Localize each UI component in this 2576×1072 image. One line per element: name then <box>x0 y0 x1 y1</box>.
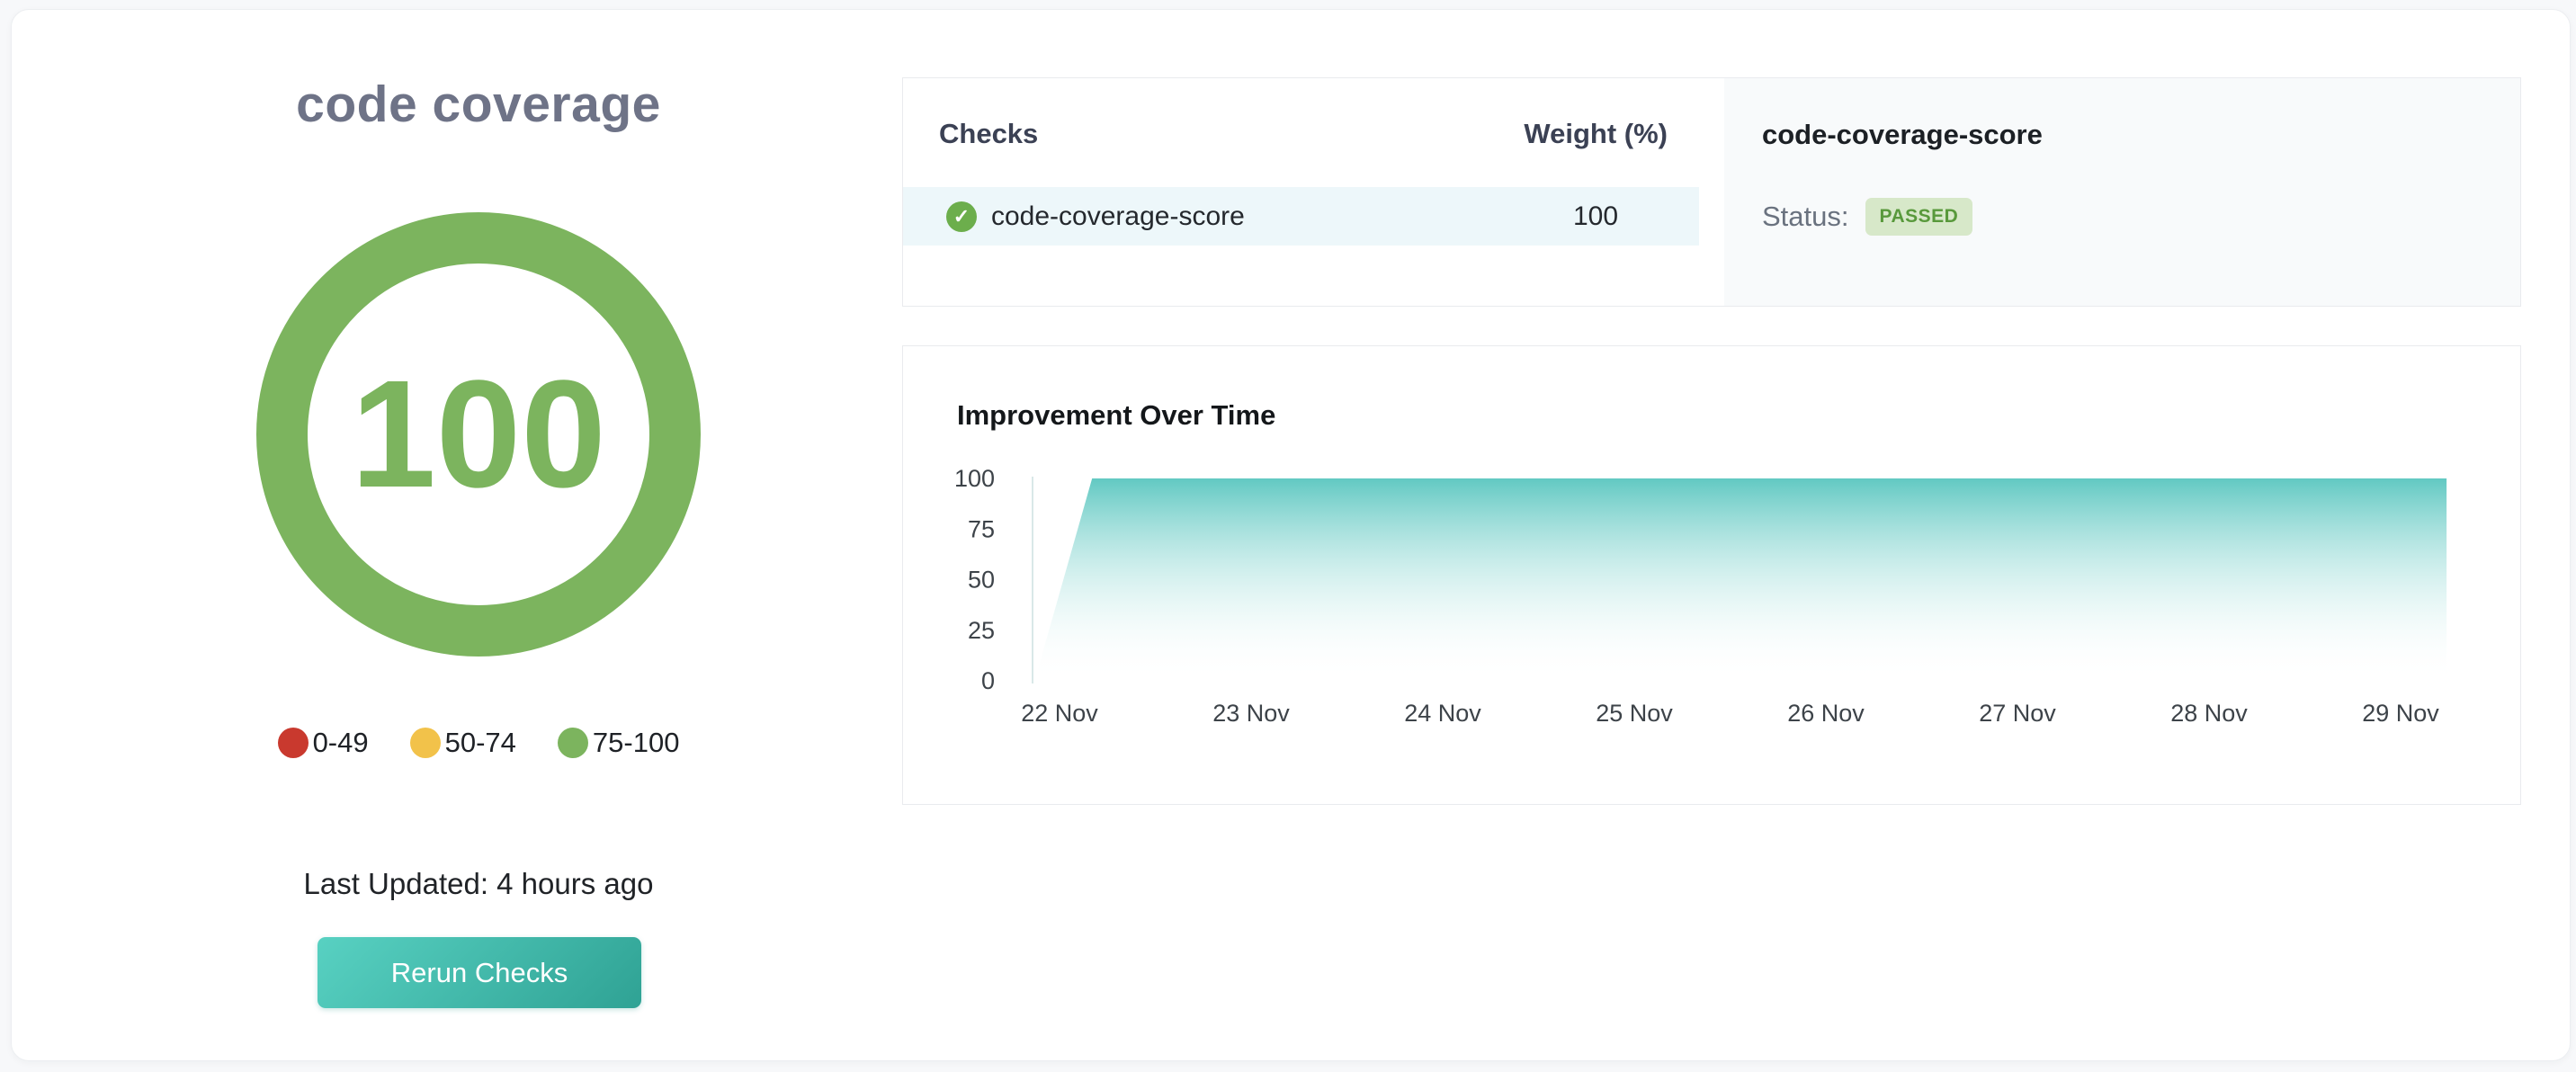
x-tick-label: 23 Nov <box>1212 700 1290 727</box>
table-row[interactable]: ✓ code-coverage-score 100 <box>903 187 1699 246</box>
y-tick-label: 75 <box>968 515 995 542</box>
legend-item-mid: 50-74 <box>409 727 516 759</box>
page-title: code coverage <box>296 76 661 133</box>
score-column: code coverage 100 0-49 50-74 75-100 Last… <box>12 10 945 1062</box>
legend-label: 50-74 <box>444 727 516 758</box>
y-tick-label: 50 <box>968 567 995 594</box>
improvement-chart-card: Improvement Over Time 0 25 50 75 100 22 Nov 23… <box>902 345 2521 805</box>
y-tick-label: 25 <box>968 617 995 644</box>
checks-table-header: Checks Weight (%) <box>939 118 1668 150</box>
x-tick-label: 22 Nov <box>1021 700 1098 727</box>
check-detail-title: code-coverage-score <box>1762 119 2043 150</box>
last-updated-text: Last Updated: 4 hours ago <box>303 867 654 900</box>
yellow-dot-icon <box>409 728 441 758</box>
score-gauge: 100 <box>256 212 701 657</box>
x-tick-label: 29 Nov <box>2362 700 2439 727</box>
green-dot-icon <box>557 728 588 758</box>
legend-label: 75-100 <box>592 727 680 758</box>
y-tick-label: 0 <box>981 667 995 694</box>
check-detail-panel: code-coverage-score Status: PASSED <box>1724 78 2520 306</box>
score-area-series <box>1034 478 2447 681</box>
checks-summary-panel: Checks Weight (%) ✓ code-coverage-score … <box>902 77 2521 307</box>
red-dot-icon <box>277 728 309 758</box>
column-header-weight: Weight (%) <box>1524 118 1668 149</box>
status-badge: PASSED <box>1865 198 1973 236</box>
y-tick-label: 100 <box>954 465 995 492</box>
status-line: Status: PASSED <box>1762 198 2520 236</box>
x-tick-label: 28 Nov <box>2170 700 2248 727</box>
column-header-checks: Checks <box>939 118 1039 149</box>
x-tick-label: 26 Nov <box>1787 700 1865 727</box>
score-value: 100 <box>351 349 606 520</box>
x-tick-label: 27 Nov <box>1979 700 2056 727</box>
x-tick-label: 25 Nov <box>1596 700 1673 727</box>
chart-title: Improvement Over Time <box>957 399 1276 431</box>
improvement-area-chart: 0 25 50 75 100 22 Nov 23 Nov 24 Nov 25 Nov 26 Nov… <box>954 465 2447 727</box>
check-name: code-coverage-score <box>991 201 1245 231</box>
status-label: Status: <box>1762 201 1849 232</box>
legend-label: 0-49 <box>312 727 369 758</box>
rerun-checks-button[interactable]: Rerun Checks <box>318 937 641 1008</box>
score-legend: 0-49 50-74 75-100 <box>12 727 945 759</box>
check-passed-icon: ✓ <box>946 201 977 232</box>
check-weight: 100 <box>1572 201 1619 231</box>
x-tick-label: 24 Nov <box>1404 700 1481 727</box>
checks-table: Checks Weight (%) ✓ code-coverage-score … <box>903 78 1724 306</box>
legend-item-high: 75-100 <box>557 727 680 759</box>
legend-item-low: 0-49 <box>277 727 369 759</box>
dashboard-card: code coverage 100 0-49 50-74 75-100 Last… <box>11 9 2571 1061</box>
